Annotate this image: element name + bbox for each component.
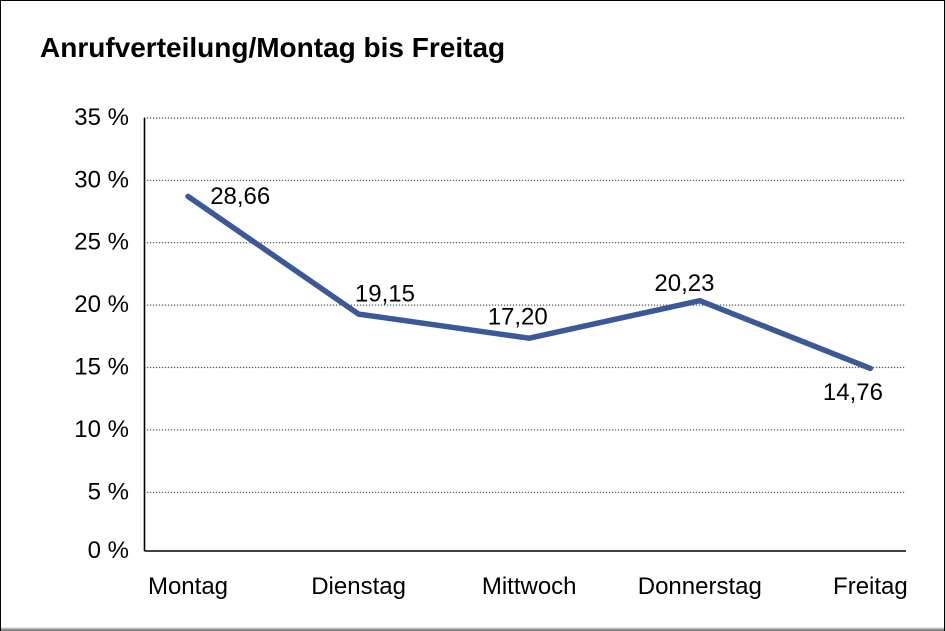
svg-text:Mittwoch: Mittwoch — [482, 573, 577, 600]
svg-text:Montag: Montag — [148, 573, 228, 600]
svg-text:5 %: 5 % — [88, 478, 129, 505]
svg-text:20,23: 20,23 — [654, 270, 714, 297]
svg-text:15 %: 15 % — [74, 354, 129, 381]
svg-text:35 %: 35 % — [74, 104, 129, 131]
svg-text:17,20: 17,20 — [488, 304, 548, 331]
svg-text:0 %: 0 % — [88, 537, 129, 564]
svg-text:25 %: 25 % — [74, 229, 129, 256]
svg-text:10 %: 10 % — [74, 416, 129, 443]
svg-text:30 %: 30 % — [74, 166, 129, 193]
svg-text:14,76: 14,76 — [823, 379, 883, 406]
svg-text:19,15: 19,15 — [355, 280, 415, 307]
svg-text:Dienstag: Dienstag — [311, 573, 406, 600]
svg-text:20 %: 20 % — [74, 291, 129, 318]
svg-text:28,66: 28,66 — [210, 183, 270, 210]
svg-text:Donnerstag: Donnerstag — [638, 573, 762, 600]
svg-text:Freitag: Freitag — [833, 573, 908, 600]
